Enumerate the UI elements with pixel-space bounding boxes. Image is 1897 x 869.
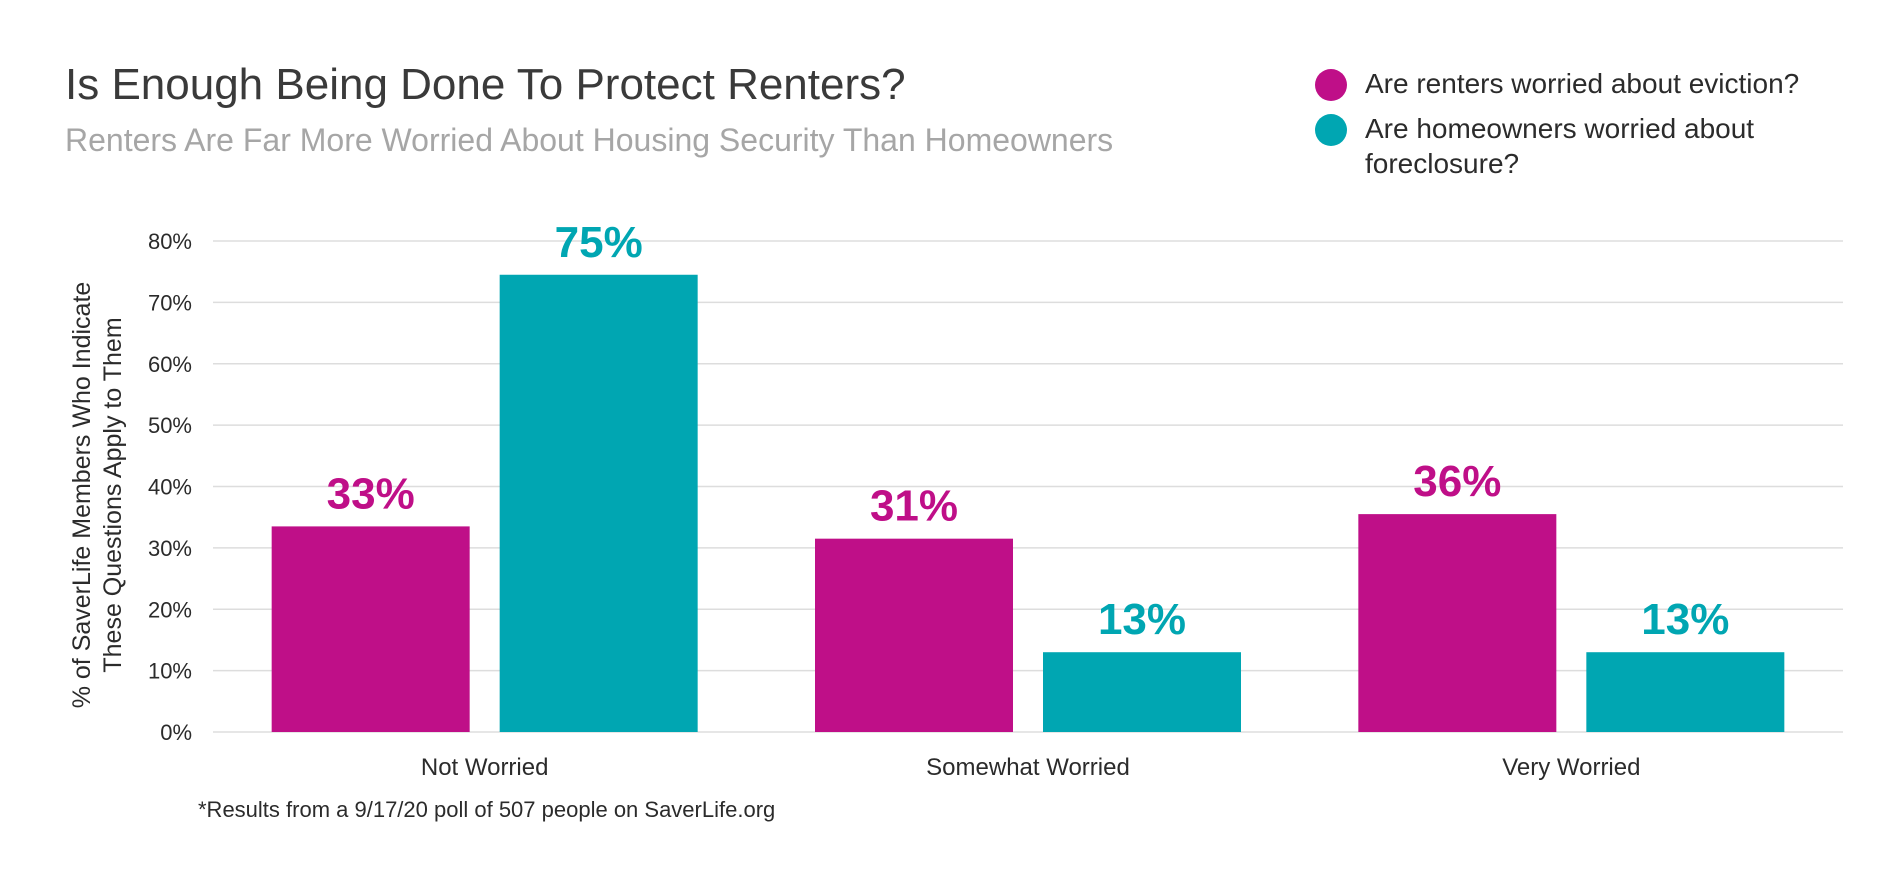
bar bbox=[1586, 652, 1785, 732]
grid-lines bbox=[213, 240, 1843, 733]
x-tick-label: Somewhat Worried bbox=[926, 754, 1130, 781]
y-tick-label: 70% bbox=[148, 290, 192, 315]
legend-label-homeowners: Are homeowners worried about foreclosure… bbox=[1365, 113, 1755, 179]
legend-item-renters: Are renters worried about eviction? bbox=[1315, 66, 1875, 101]
y-tick-label: 80% bbox=[148, 229, 192, 254]
y-tick-label: 30% bbox=[148, 536, 192, 561]
y-axis-label-line-2: These Questions Apply to Them bbox=[99, 317, 127, 672]
y-tick-label: 50% bbox=[148, 413, 192, 438]
y-tick-label: 20% bbox=[148, 597, 192, 622]
x-tick-label: Not Worried bbox=[421, 754, 549, 781]
legend-label-renters: Are renters worried about eviction? bbox=[1365, 68, 1800, 99]
chart-title: Is Enough Being Done To Protect Renters? bbox=[65, 60, 906, 109]
bar bbox=[271, 526, 470, 732]
y-axis-ticks: 0% 10% 20% 30% 40% 50% 60% 70% 80% bbox=[148, 229, 192, 745]
bar-value-label: 31% bbox=[870, 482, 958, 531]
data-labels: 33% 75% 31% 13% 36% 13% bbox=[327, 218, 1730, 644]
y-tick-label: 0% bbox=[160, 720, 192, 745]
bars bbox=[271, 274, 1785, 732]
bar-value-label: 36% bbox=[1413, 457, 1501, 506]
y-tick-label: 10% bbox=[148, 659, 192, 684]
bar bbox=[815, 538, 1013, 732]
bar bbox=[499, 274, 698, 732]
y-axis-label-line-1: % of SaverLife Members Who Indicate bbox=[68, 282, 96, 709]
bar-value-label: 13% bbox=[1641, 595, 1729, 644]
bar-value-label: 75% bbox=[555, 218, 643, 267]
bar bbox=[1358, 514, 1557, 732]
y-tick-label: 60% bbox=[148, 352, 192, 377]
legend: Are renters worried about eviction? Are … bbox=[1315, 66, 1875, 191]
legend-item-homeowners: Are homeowners worried about foreclosure… bbox=[1315, 111, 1875, 181]
x-tick-label: Very Worried bbox=[1502, 754, 1640, 781]
bar bbox=[1043, 652, 1241, 732]
chart-subtitle: Renters Are Far More Worried About Housi… bbox=[65, 122, 1114, 158]
legend-swatch-homeowners bbox=[1315, 114, 1347, 146]
legend-swatch-renters bbox=[1315, 69, 1347, 101]
y-tick-label: 40% bbox=[148, 475, 192, 500]
bar-value-label: 33% bbox=[327, 469, 415, 518]
bar-value-label: 13% bbox=[1098, 595, 1186, 644]
x-axis-ticks: Not Worried Somewhat Worried Very Worried bbox=[421, 754, 1641, 781]
footnote: *Results from a 9/17/20 poll of 507 peop… bbox=[198, 797, 776, 822]
